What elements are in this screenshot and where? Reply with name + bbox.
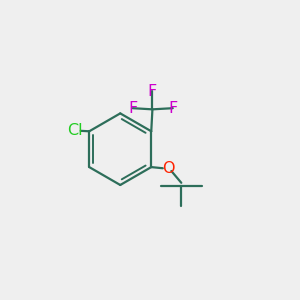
Text: F: F bbox=[168, 101, 177, 116]
Text: F: F bbox=[128, 101, 137, 116]
Text: F: F bbox=[148, 84, 157, 99]
Text: O: O bbox=[162, 161, 174, 176]
Text: Cl: Cl bbox=[68, 123, 83, 138]
